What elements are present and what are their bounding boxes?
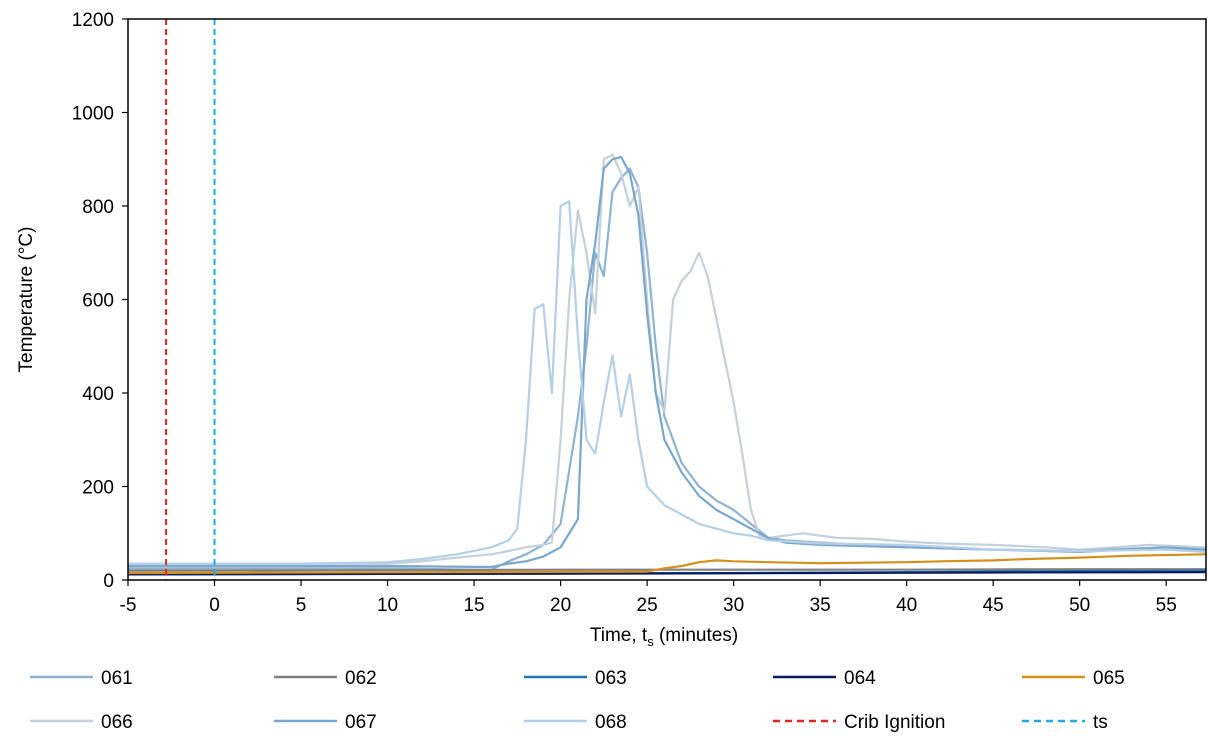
legend-label-061: 061 [101, 668, 133, 689]
x-tick-label: 5 [296, 595, 307, 616]
x-tick-label: 30 [723, 595, 744, 616]
x-tick-label: 50 [1069, 595, 1090, 616]
legend-item-061: 061 [30, 668, 133, 689]
y-tick-label: 1000 [72, 104, 114, 125]
legend-label-063: 063 [595, 668, 627, 689]
legend-label-crib-ignition: Crib Ignition [844, 712, 945, 733]
y-tick-label: 800 [82, 197, 114, 218]
series-line-067 [128, 155, 1206, 568]
legend-item-067: 067 [274, 712, 377, 733]
series-line-066 [128, 153, 1206, 565]
x-axis-title: Time, ts (minutes) [590, 625, 738, 649]
x-tick-label: -5 [120, 595, 137, 616]
x-tick-label: 55 [1156, 595, 1177, 616]
x-tick-label: 40 [896, 595, 917, 616]
legend-item-crib-ignition: Crib Ignition [773, 712, 945, 733]
series-line-064 [128, 571, 1206, 576]
x-axis-title-tail: (minutes) [654, 625, 738, 646]
series-line-062 [128, 568, 1206, 572]
legend-label-064: 064 [844, 668, 876, 689]
legend-item-066: 066 [30, 712, 133, 733]
y-tick-label: 0 [103, 571, 114, 592]
y-tick-label: 200 [82, 478, 114, 499]
series-line-068 [128, 200, 1206, 565]
x-tick-label: 25 [637, 595, 658, 616]
plot-frame [127, 18, 1207, 581]
x-tick-label: 10 [377, 595, 398, 616]
legend-label-065: 065 [1093, 668, 1125, 689]
y-tick-label: 1200 [72, 10, 114, 31]
legend-label-067: 067 [345, 712, 377, 733]
legend-item-065: 065 [1022, 668, 1125, 689]
x-tick-label: 0 [209, 595, 220, 616]
series-line-065 [128, 553, 1206, 575]
y-axis-title: Temperature (°C) [16, 227, 37, 373]
x-tick-label: 35 [810, 595, 831, 616]
series-group [128, 153, 1206, 576]
legend-label-068: 068 [595, 712, 627, 733]
legend-item-ts: ts [1022, 712, 1108, 733]
legend-label-ts: ts [1093, 712, 1108, 733]
legend-item-068: 068 [524, 712, 627, 733]
x-tick-label: 15 [463, 595, 484, 616]
legend-item-063: 063 [524, 668, 627, 689]
legend-item-062: 062 [274, 668, 377, 689]
y-tick-label: 600 [82, 291, 114, 312]
legend-label-066: 066 [101, 712, 133, 733]
x-axis-title-main: Time, t [590, 625, 648, 646]
y-tick-label: 400 [82, 384, 114, 405]
legend-item-064: 064 [773, 668, 876, 689]
x-axis-title-subscript: s [647, 634, 654, 649]
x-tick-label: 45 [983, 595, 1004, 616]
x-tick-label: 20 [550, 595, 571, 616]
legend-label-062: 062 [345, 668, 377, 689]
